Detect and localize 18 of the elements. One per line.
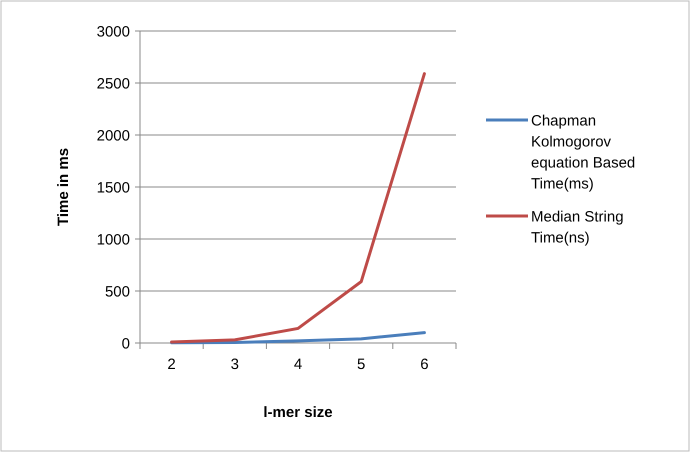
x-tick-label: 2 (167, 356, 176, 373)
x-axis-title: l-mer size (263, 404, 333, 421)
x-tick-label: 6 (420, 356, 429, 373)
y-tick-label: 500 (104, 283, 130, 300)
line-series (170, 72, 426, 344)
y-tick-label: 2000 (96, 127, 130, 144)
legend-label: Median String Time(ns) (531, 208, 624, 246)
x-tick-label: 5 (357, 356, 366, 373)
y-tick-label: 2500 (96, 75, 130, 92)
y-tick-label: 3000 (96, 23, 130, 40)
x-tick-label: 4 (294, 356, 302, 373)
y-axis-title: Time in ms (55, 148, 72, 226)
legend-label: Chapman Kolmogorov equation Based Time(ms) (531, 112, 636, 192)
line-series (170, 331, 426, 344)
y-tick-label: 0 (122, 335, 130, 352)
x-tick-label: 3 (230, 356, 239, 373)
y-tick-label: 1500 (96, 179, 130, 196)
y-tick-label: 1000 (96, 231, 130, 248)
